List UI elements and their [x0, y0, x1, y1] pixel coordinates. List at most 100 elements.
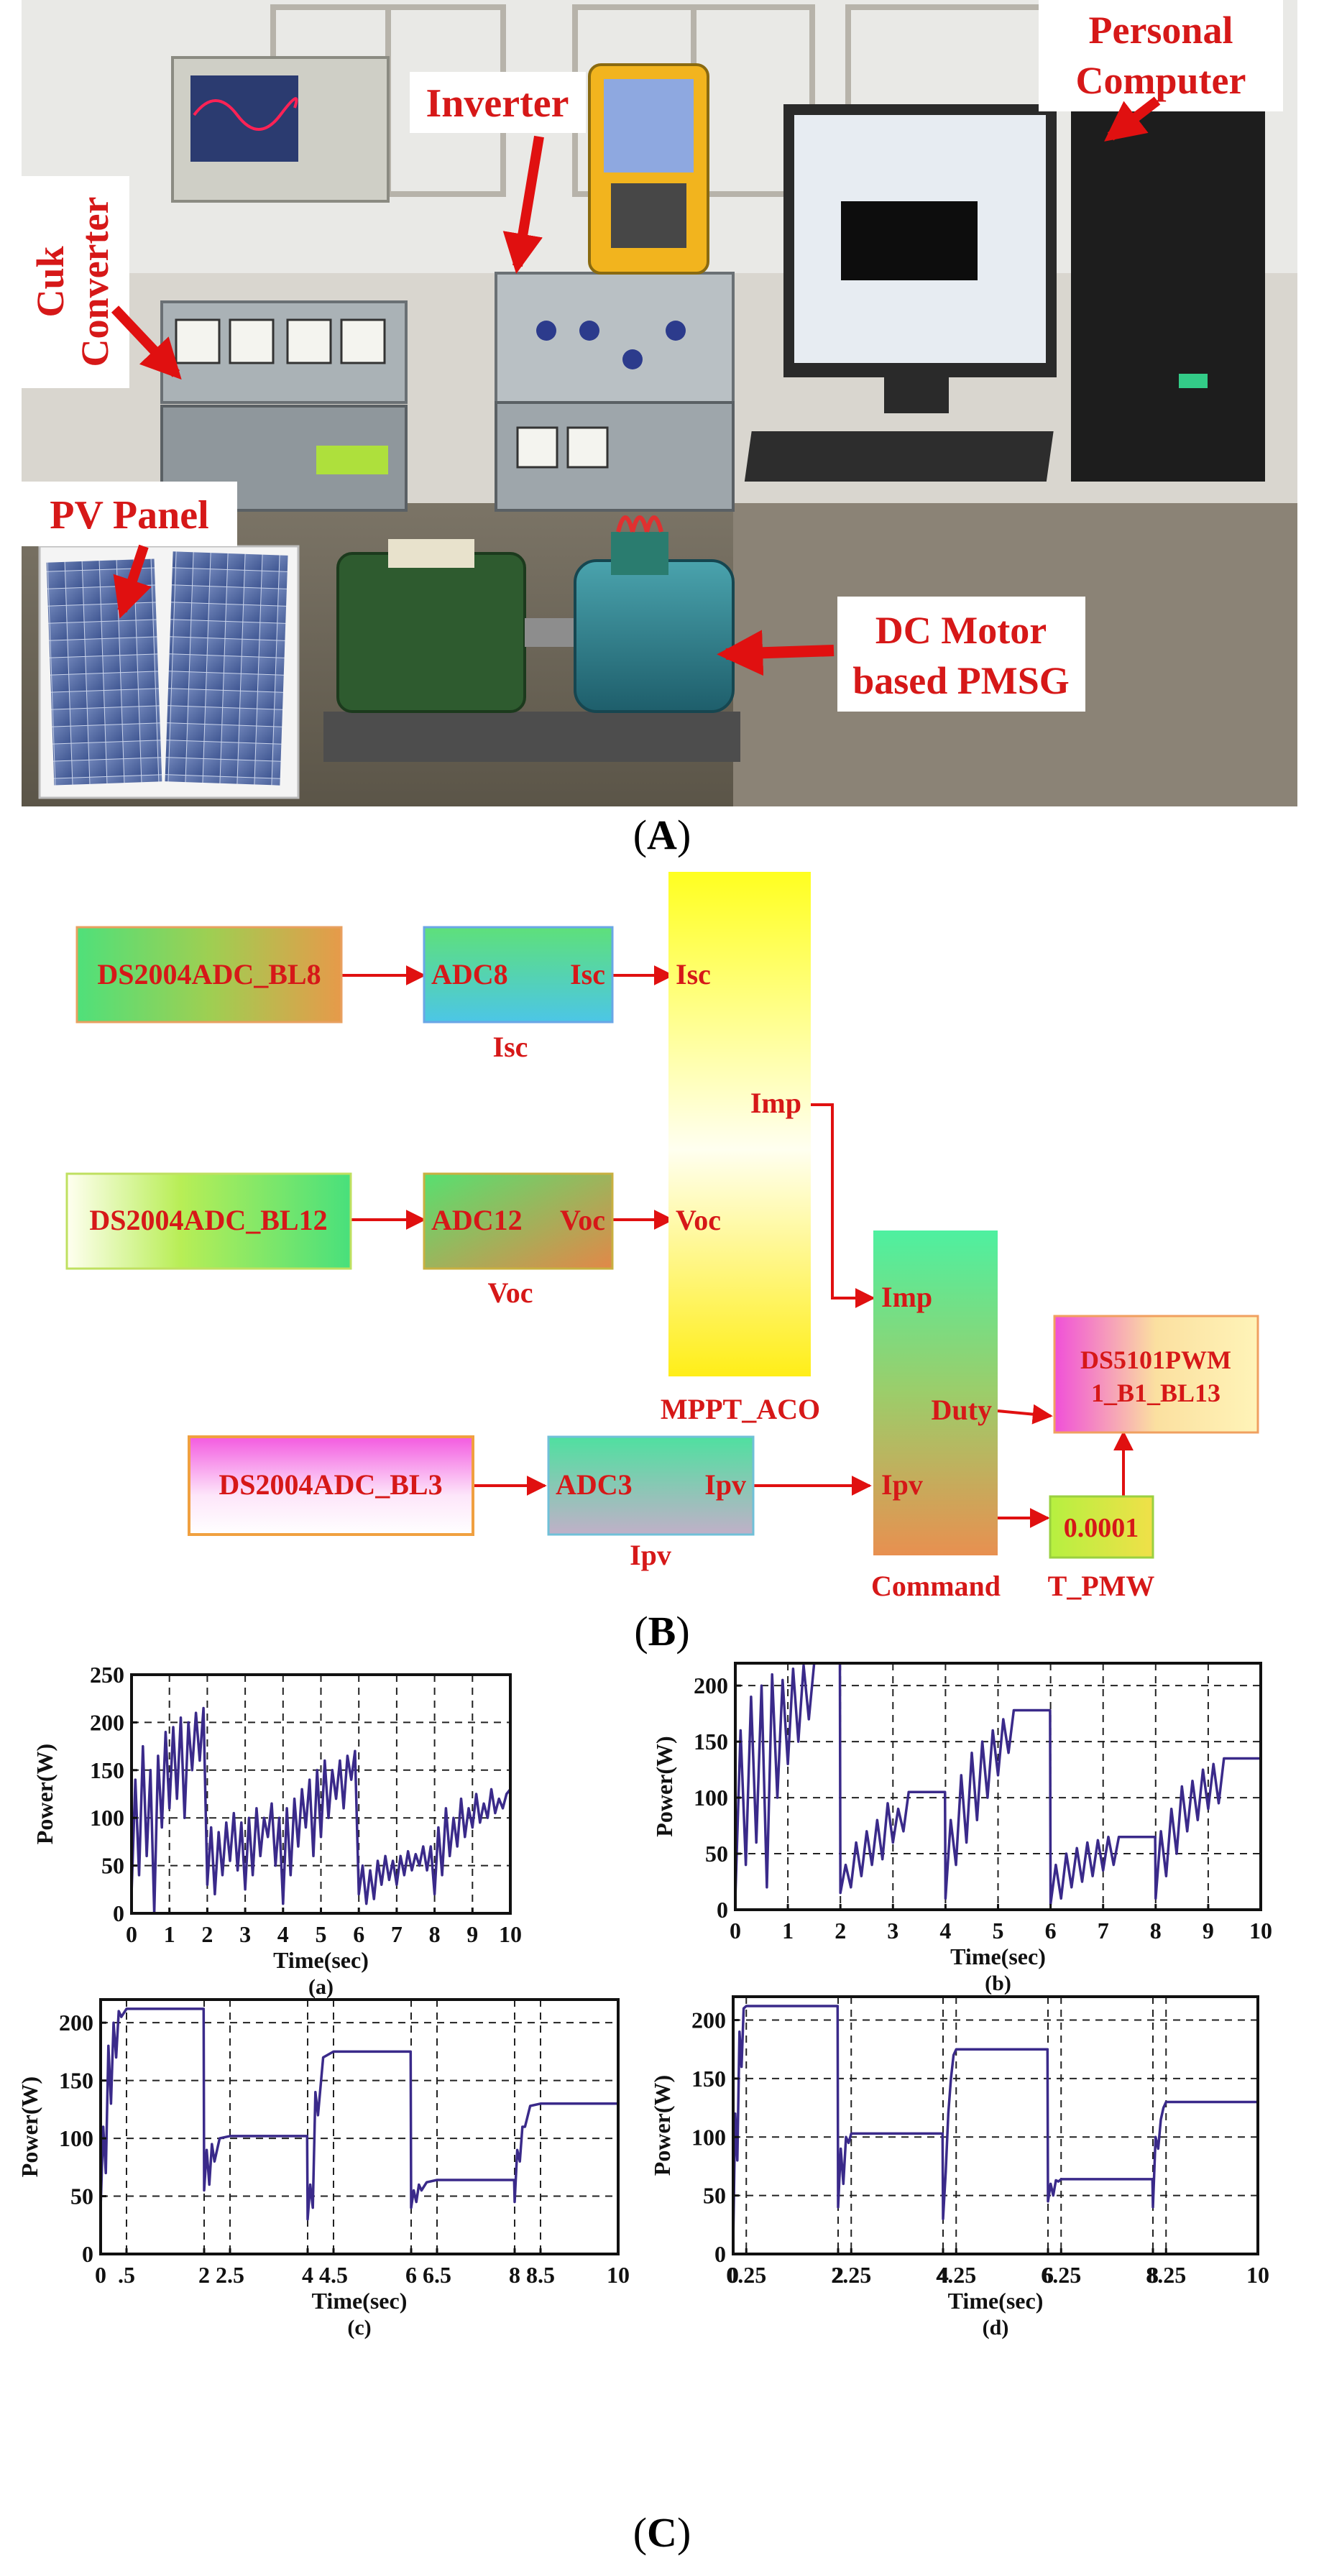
label-cuk-converter: Cuk Converter	[22, 176, 129, 388]
plot-b-series-0	[734, 1662, 1261, 1905]
svg-text:DC Motor: DC Motor	[875, 609, 1047, 652]
plot-c-ytick-label: 0	[82, 2241, 93, 2267]
plot-c-xlabel: Time(sec)	[312, 2288, 408, 2314]
caption-b: (B)	[634, 1608, 690, 1655]
wire-command-pwm	[997, 1404, 1053, 1425]
plot-d-xtick-label: 4	[937, 2262, 949, 2288]
plot-b-ytick-label: 150	[694, 1729, 728, 1754]
plot-d-ytick-label: 50	[703, 2183, 726, 2209]
svg-text:0.0001: 0.0001	[1064, 1513, 1139, 1543]
svg-text:Inverter: Inverter	[426, 81, 569, 126]
plot-a-ytick-label: 50	[101, 1853, 124, 1879]
arrow-personal-computer	[1104, 96, 1161, 142]
plot-a-xtick-label: 2	[201, 1921, 213, 1947]
block-adc3: ADC3 Ipv	[547, 1435, 755, 1536]
plot-b-xtick-label: 4	[939, 1918, 951, 1944]
block-mppt-aco: Isc Voc Imp	[668, 872, 811, 1376]
wire-mppt-command-imp	[804, 1103, 875, 1308]
plot-c-xtick-label: .5	[118, 2262, 135, 2288]
svg-text:DS2004ADC_BL3: DS2004ADC_BL3	[219, 1468, 442, 1501]
svg-text:based PMSG: based PMSG	[852, 659, 1070, 702]
block-ds5101pwm: DS5101PWM 1_B1_BL13	[1053, 1315, 1259, 1434]
plot-b-xtick-label: 6	[1045, 1918, 1057, 1944]
inverter-unit	[495, 272, 735, 404]
plot-a-ytick-label: 250	[90, 1662, 124, 1688]
plot-d-xtick-label: 4.25	[936, 2262, 976, 2288]
dc-motor	[336, 552, 526, 713]
plot-d-xtick-label: 10	[1246, 2262, 1269, 2288]
svg-text:Imp: Imp	[881, 1281, 932, 1313]
plot-b-xlabel: Time(sec)	[950, 1944, 1046, 1969]
svg-text:Cuk: Cuk	[29, 246, 72, 317]
block-constant: 0.0001	[1049, 1495, 1154, 1559]
arrow-cuk-converter	[111, 305, 182, 380]
block-ds2004adc-bl8: DS2004ADC_BL8	[75, 926, 343, 1024]
plot-d-ylabel: Power(W)	[649, 2075, 675, 2176]
svg-text:Ipv: Ipv	[881, 1468, 923, 1501]
caption-c: (C)	[633, 2509, 691, 2556]
plot-a-xlabel: Time(sec)	[273, 1947, 369, 1973]
plot-b-xtick-label: 5	[993, 1918, 1004, 1944]
arrow-pv-panel	[113, 544, 152, 619]
plot-c-ytick-label: 200	[59, 2010, 93, 2036]
label-dc-motor: DC Motor based PMSG	[837, 597, 1085, 712]
svg-text:Voc: Voc	[560, 1204, 605, 1236]
command-name: Command	[871, 1570, 1001, 1602]
plot-c-frame	[99, 1998, 620, 2255]
plot-c-series-0	[99, 2007, 618, 2221]
plot-c-xtick-label: 8	[509, 2262, 520, 2288]
plot-a-xtick-label: 5	[316, 1921, 327, 1947]
keyboard	[744, 431, 1054, 482]
plot-c-ytick-label: 150	[59, 2068, 93, 2094]
svg-text:Converter: Converter	[73, 197, 116, 367]
arrow-dc-motor	[717, 630, 835, 676]
plot-c-xtick-label: 2	[198, 2262, 210, 2288]
plot-a-ytick-label: 150	[90, 1757, 124, 1783]
plot-c-panel-label: (c)	[347, 2316, 371, 2340]
constant-name: T_PMW	[1048, 1570, 1155, 1602]
plot-a-ytick-label: 0	[113, 1900, 124, 1926]
svg-text:DS5101PWM: DS5101PWM	[1080, 1346, 1231, 1374]
plot-b-xtick-label: 1	[782, 1918, 794, 1944]
plot-b-xtick-label: 2	[835, 1918, 846, 1944]
plot-b-xtick-label: 3	[887, 1918, 898, 1944]
label-pv-panel: PV Panel	[22, 482, 237, 546]
adc8-name: Isc	[493, 1031, 528, 1063]
plot-d-xtick-label: 0.25	[726, 2262, 766, 2288]
lab-setup-photo: Personal Computer Inverter Cuk Converter…	[22, 0, 1297, 806]
plot-b-panel-label: (b)	[985, 1972, 1011, 1995]
plot-d-xtick-label: 2	[832, 2262, 844, 2288]
block-ds2004adc-bl3: DS2004ADC_BL3	[188, 1435, 474, 1536]
plot-a-xtick-label: 6	[353, 1921, 364, 1947]
plot-d-xtick-label: 8	[1147, 2262, 1159, 2288]
plot-c-xtick-label: 4.5	[319, 2262, 348, 2288]
block-adc12: ADC12 Voc	[423, 1172, 614, 1270]
plot-a-ylabel: Power(W)	[32, 1744, 58, 1844]
plot-c-xtick-label: 6	[405, 2262, 417, 2288]
pc-tower	[1071, 58, 1265, 482]
plot-a-xtick-label: 9	[466, 1921, 478, 1947]
plot-b-ytick-label: 50	[705, 1841, 728, 1867]
svg-text:Voc: Voc	[676, 1204, 721, 1236]
caption-a: (A)	[633, 811, 691, 858]
plot-a-xtick-label: 1	[164, 1921, 175, 1947]
block-adc8: ADC8 Isc	[423, 926, 614, 1024]
plot-c-xtick-label: 6.5	[423, 2262, 451, 2288]
svg-text:Isc: Isc	[676, 958, 711, 990]
block-command: Imp Ipv Duty	[873, 1230, 998, 1555]
arrow-inverter	[502, 135, 544, 275]
svg-text:ADC12: ADC12	[431, 1204, 523, 1236]
label-inverter: Inverter	[410, 72, 586, 133]
plot-d-ytick-label: 200	[691, 2007, 726, 2033]
svg-text:Imp: Imp	[750, 1087, 801, 1119]
plot-a-xtick-label: 4	[277, 1921, 289, 1947]
svg-text:ADC3: ADC3	[556, 1468, 633, 1501]
plot-d-xtick-label: 2.25	[831, 2262, 871, 2288]
plot-b-xtick-label: 7	[1098, 1918, 1109, 1944]
plot-a-xtick-label: 3	[239, 1921, 251, 1947]
plot-b-xtick-label: 9	[1203, 1918, 1214, 1944]
adc3-name: Ipv	[630, 1539, 671, 1571]
plot-a-ytick-label: 100	[90, 1805, 124, 1831]
plot-b-xtick-label: 10	[1249, 1918, 1272, 1944]
plot-d-ytick-label: 150	[691, 2066, 726, 2092]
